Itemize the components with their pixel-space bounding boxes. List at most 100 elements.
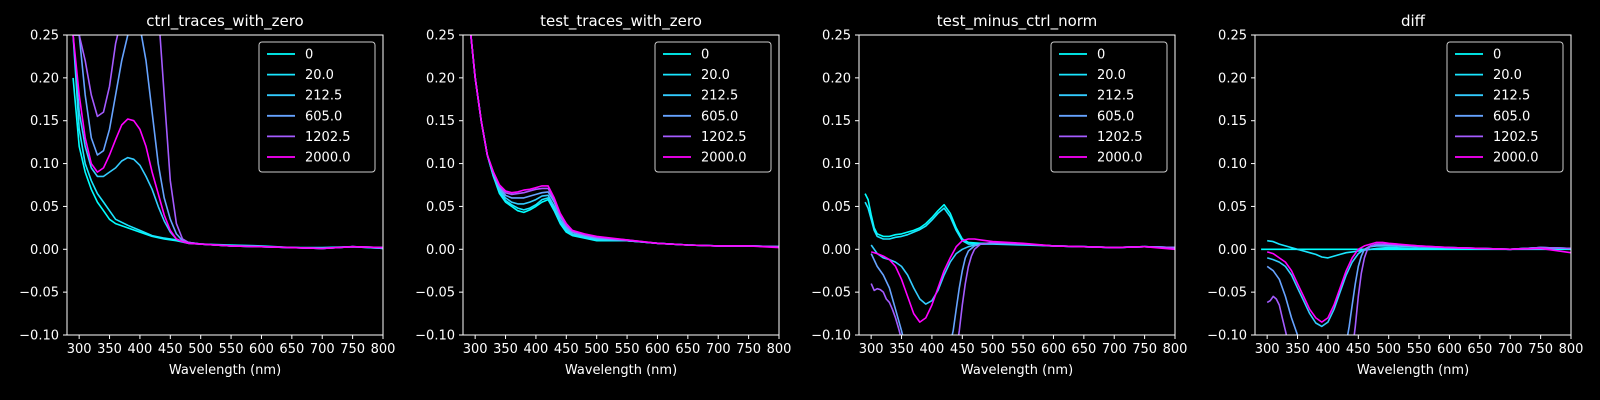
x-tick-label: 300 bbox=[67, 342, 92, 357]
panel-title: test_minus_ctrl_norm bbox=[937, 12, 1098, 31]
panel-2: test_minus_ctrl_norm 300 350 400 450 500 550 60… bbox=[811, 12, 1187, 378]
y-tick-label: 0.25 bbox=[822, 29, 851, 44]
series-line-1 bbox=[1267, 239, 1571, 259]
y-tick-label: 0.05 bbox=[30, 200, 59, 215]
y-tick-label: −0.05 bbox=[19, 286, 59, 301]
x-tick-label: 550 bbox=[1407, 342, 1432, 357]
y-tick-label: 0.10 bbox=[1218, 157, 1247, 172]
x-tick-label: 400 bbox=[920, 342, 945, 357]
legend-label: 20.0 bbox=[1097, 68, 1126, 83]
y-tick-label: 0.25 bbox=[30, 29, 59, 44]
x-tick-label: 300 bbox=[463, 342, 488, 357]
x-tick-label: 550 bbox=[615, 342, 640, 357]
y-tick-label: −0.10 bbox=[415, 329, 455, 344]
y-tick-label: 0.15 bbox=[30, 114, 59, 129]
x-tick-label: 600 bbox=[249, 342, 274, 357]
legend-label: 1202.5 bbox=[701, 130, 747, 145]
y-tick-label: 0.05 bbox=[426, 200, 455, 215]
y-tick-label: 0.20 bbox=[1218, 71, 1247, 86]
series-line-5 bbox=[870, 238, 1175, 323]
series-lines bbox=[72, 35, 383, 250]
y-tick-label: −0.10 bbox=[811, 329, 851, 344]
x-tick-label: 500 bbox=[584, 342, 609, 357]
x-tick-label: 500 bbox=[980, 342, 1005, 357]
x-tick-label: 800 bbox=[1163, 342, 1188, 357]
y-tick-label: 0.10 bbox=[30, 157, 59, 172]
x-tick-label: 350 bbox=[1285, 342, 1310, 357]
x-tick-label: 600 bbox=[645, 342, 670, 357]
series-line-5 bbox=[1266, 241, 1571, 323]
x-tick-label: 700 bbox=[706, 342, 731, 357]
x-axis-label: Wavelength (nm) bbox=[961, 363, 1073, 378]
legend-label: 0 bbox=[1097, 48, 1105, 63]
y-tick-label: 0.20 bbox=[426, 71, 455, 86]
x-tick-label: 450 bbox=[1346, 342, 1371, 357]
legend: 0 20.0 212.5 605.0 1202.5 2000.0 bbox=[1446, 41, 1564, 173]
legend-label: 212.5 bbox=[701, 89, 738, 104]
legend-label: 1202.5 bbox=[1097, 130, 1143, 145]
legend-label: 0 bbox=[305, 48, 313, 63]
panel-3: diff 300 350 400 450 500 550 600 650 700 750 800 −0.… bbox=[1207, 12, 1583, 378]
y-tick-label: −0.10 bbox=[19, 329, 59, 344]
y-tick-label: −0.05 bbox=[1207, 286, 1247, 301]
x-axis-label: Wavelength (nm) bbox=[169, 363, 281, 378]
x-tick-label: 400 bbox=[1316, 342, 1341, 357]
x-tick-label: 750 bbox=[736, 342, 761, 357]
legend-label: 20.0 bbox=[701, 68, 730, 83]
axes-frame bbox=[1254, 34, 1572, 336]
legend-label: 2000.0 bbox=[305, 151, 351, 166]
series-lines bbox=[470, 35, 779, 249]
panel-title: test_traces_with_zero bbox=[540, 12, 702, 31]
legend-label: 605.0 bbox=[1493, 109, 1530, 124]
y-tick-label: 0.00 bbox=[822, 243, 851, 258]
legend-label: 0 bbox=[1493, 48, 1501, 63]
x-tick-label: 550 bbox=[219, 342, 244, 357]
y-tick-label: 0.00 bbox=[426, 243, 455, 258]
x-tick-label: 800 bbox=[371, 342, 396, 357]
x-tick-label: 700 bbox=[1102, 342, 1127, 357]
panel-title: diff bbox=[1401, 12, 1426, 30]
panel-0: ctrl_traces_with_zero 300 350 400 450 500 550 6… bbox=[19, 12, 396, 378]
y-tick-label: 0.15 bbox=[822, 114, 851, 129]
series-line-5 bbox=[470, 35, 779, 249]
x-tick-label: 500 bbox=[1376, 342, 1401, 357]
series-lines bbox=[1261, 239, 1571, 335]
panel-title: ctrl_traces_with_zero bbox=[146, 12, 303, 31]
legend-label: 0 bbox=[701, 48, 709, 63]
x-tick-label: 800 bbox=[767, 342, 792, 357]
x-tick-label: 800 bbox=[1559, 342, 1584, 357]
y-tick-label: 0.05 bbox=[822, 200, 851, 215]
legend-label: 2000.0 bbox=[1493, 151, 1539, 166]
x-tick-label: 750 bbox=[1528, 342, 1553, 357]
legend-label: 2000.0 bbox=[701, 151, 747, 166]
y-tick-label: 0.20 bbox=[822, 71, 851, 86]
x-tick-label: 450 bbox=[554, 342, 579, 357]
legend-label: 1202.5 bbox=[1493, 130, 1539, 145]
x-tick-label: 400 bbox=[128, 342, 153, 357]
legend: 0 20.0 212.5 605.0 1202.5 2000.0 bbox=[258, 41, 376, 173]
x-tick-label: 750 bbox=[1132, 342, 1157, 357]
x-tick-label: 650 bbox=[675, 342, 700, 357]
y-tick-label: 0.00 bbox=[1218, 243, 1247, 258]
y-tick-label: 0.25 bbox=[426, 29, 455, 44]
legend-label: 20.0 bbox=[305, 68, 334, 83]
x-tick-label: 350 bbox=[889, 342, 914, 357]
legend-label: 2000.0 bbox=[1097, 151, 1143, 166]
x-axis-label: Wavelength (nm) bbox=[1357, 363, 1469, 378]
legend-label: 212.5 bbox=[1493, 89, 1530, 104]
y-tick-label: 0.15 bbox=[1218, 114, 1247, 129]
x-tick-label: 600 bbox=[1437, 342, 1462, 357]
legend-label: 605.0 bbox=[701, 109, 738, 124]
legend-label: 212.5 bbox=[1097, 89, 1134, 104]
x-tick-label: 750 bbox=[340, 342, 365, 357]
panel-1: test_traces_with_zero 300 350 400 450 500 550 6… bbox=[415, 12, 791, 378]
y-tick-label: −0.05 bbox=[415, 286, 455, 301]
series-lines bbox=[864, 193, 1175, 335]
y-tick-label: 0.20 bbox=[30, 71, 59, 86]
x-tick-label: 700 bbox=[1498, 342, 1523, 357]
y-tick-label: −0.10 bbox=[1207, 329, 1247, 344]
x-tick-label: 650 bbox=[1467, 342, 1492, 357]
y-tick-label: 0.00 bbox=[30, 243, 59, 258]
y-tick-label: 0.10 bbox=[822, 157, 851, 172]
